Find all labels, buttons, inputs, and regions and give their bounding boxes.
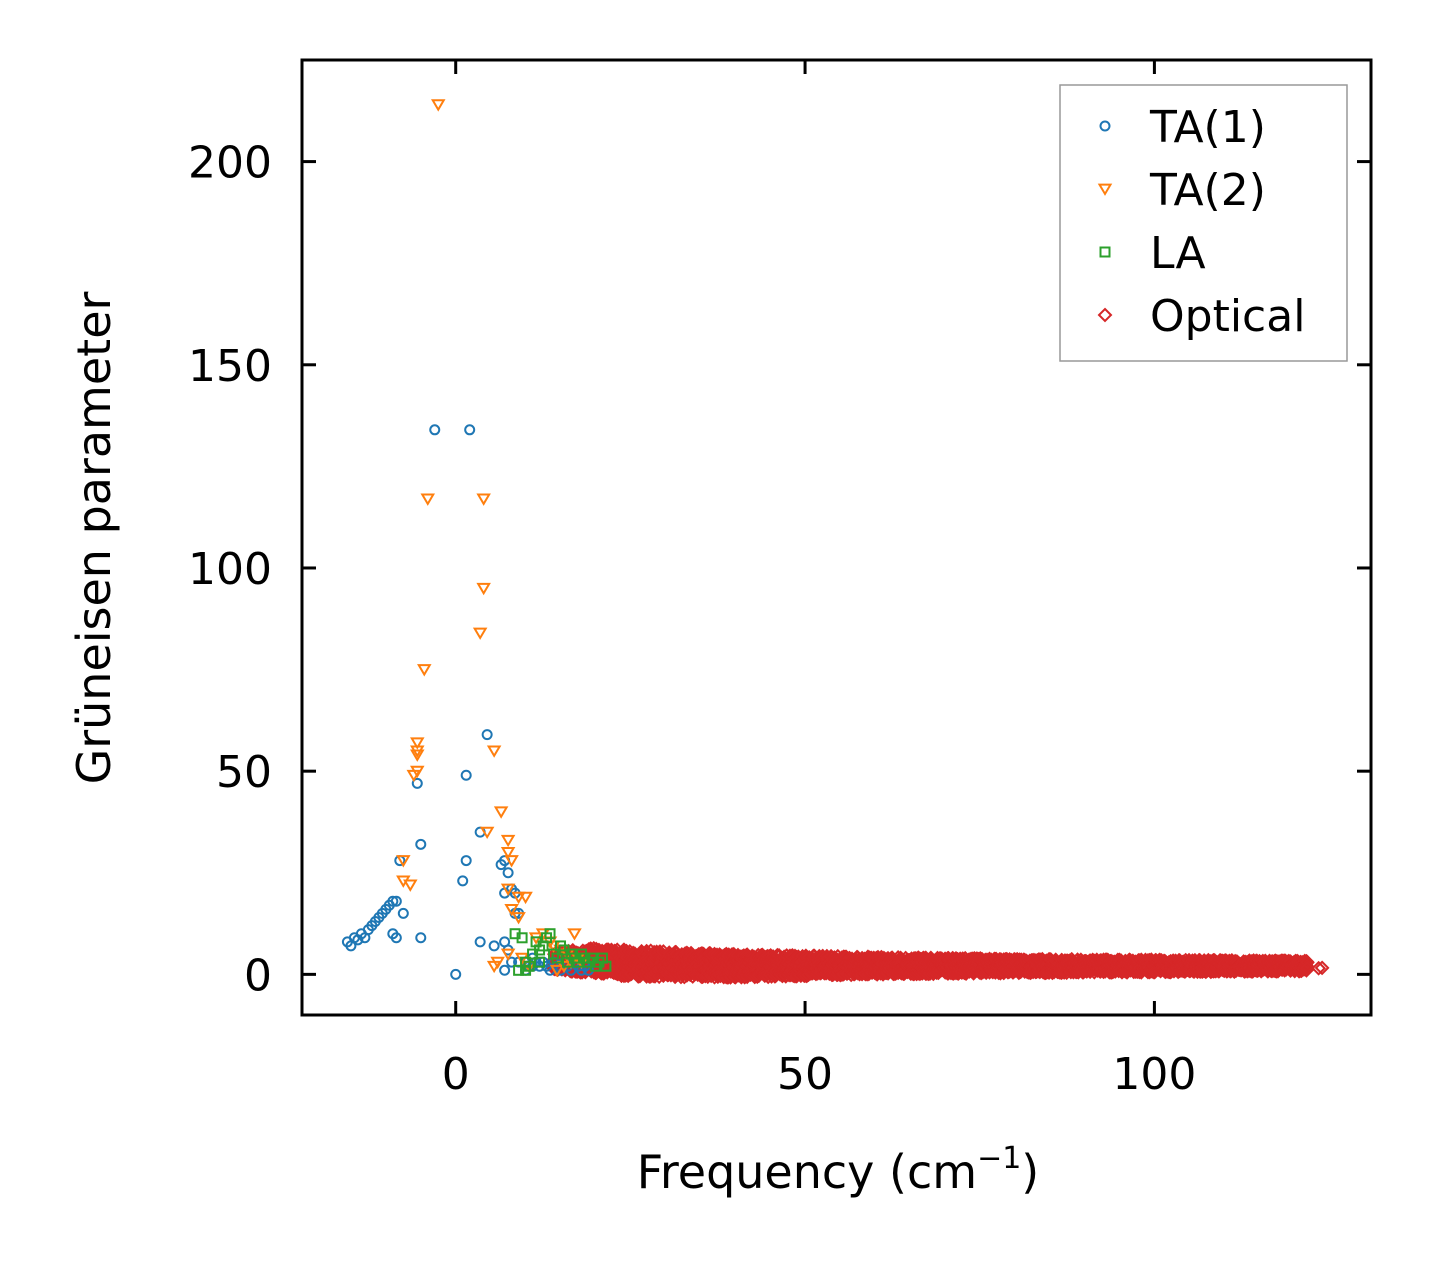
- ta-1--point: [397, 907, 409, 919]
- ta-1--point: [506, 956, 518, 968]
- ta-2--point: [504, 903, 519, 917]
- y-axis-title: Grüneisen parameter: [67, 291, 121, 784]
- optical-point: [1314, 960, 1330, 976]
- ta-1--point: [464, 424, 476, 436]
- ta-2--point: [500, 847, 516, 860]
- series-la: [509, 928, 612, 976]
- ta-2--point: [500, 883, 516, 896]
- ta-2--point: [549, 964, 565, 978]
- legend-marker-ta-2-: [1097, 183, 1113, 196]
- ta-1--point: [450, 968, 462, 980]
- ta-2--point: [567, 928, 582, 941]
- ta-2--point: [500, 948, 516, 961]
- ta-2--point: [486, 745, 502, 758]
- la-point: [520, 964, 532, 976]
- ta-2--point: [493, 806, 509, 819]
- legend-marker-ta-1-: [1099, 120, 1111, 132]
- legend-entries: TA(1) TA(2) LA Optical: [1097, 102, 1305, 342]
- ta-1--point: [415, 932, 427, 944]
- ta-2--point: [430, 99, 446, 112]
- plot-frame: [300, 58, 1373, 1017]
- optical-point: [591, 942, 607, 958]
- ta-1--point: [457, 875, 469, 887]
- ta-2--point: [420, 493, 436, 506]
- ta-2--point: [476, 493, 491, 506]
- ta-2--point: [500, 834, 516, 848]
- legend-marker-optical: [1097, 307, 1113, 323]
- ta-2--point: [417, 664, 432, 677]
- la-point: [513, 964, 525, 976]
- ta-2--point: [504, 855, 519, 868]
- x-axis-title: Frequency (cm−1): [637, 1141, 1040, 1199]
- ta-1--point: [390, 932, 402, 944]
- x-tick-label: 0: [442, 1049, 470, 1100]
- la-point: [516, 932, 528, 944]
- legend-marker-la: [1099, 246, 1111, 258]
- ta-1--point: [387, 895, 399, 907]
- optical-point: [1299, 954, 1315, 970]
- ta-1--point: [488, 940, 500, 952]
- x-tick-label: 50: [777, 1049, 833, 1100]
- legend: TA(1) TA(2) LA Optical: [1059, 84, 1348, 362]
- y-tick-label: 200: [188, 138, 272, 189]
- legend-label-ta-2-: TA(2): [1149, 165, 1266, 216]
- x-axis-title-superscript: −1: [977, 1141, 1021, 1176]
- legend-frame: [1059, 84, 1348, 362]
- ta-2--point: [518, 891, 533, 905]
- y-tick-label: 100: [188, 544, 272, 595]
- y-tick-label: 150: [188, 341, 272, 392]
- ta-2--point: [403, 879, 418, 892]
- ta-1--point: [460, 855, 472, 867]
- ta-1--point: [429, 424, 441, 436]
- ta-1--point: [411, 777, 423, 789]
- optical-point: [1299, 961, 1315, 976]
- markers-layer: [341, 99, 1330, 985]
- ta-1--point: [499, 964, 511, 976]
- legend-label-optical: Optical: [1150, 291, 1305, 342]
- la-point: [551, 952, 563, 964]
- la-point: [534, 956, 546, 968]
- ta-1--point: [415, 838, 427, 850]
- legend-label-la: LA: [1150, 228, 1206, 279]
- ta-1--point: [481, 729, 493, 741]
- la-point: [600, 960, 612, 972]
- ticks-layer: 0 50 100 0 50 100 150 200: [188, 60, 1371, 1100]
- y-tick-label: 50: [216, 747, 272, 798]
- ta-2--point: [410, 749, 425, 762]
- ta-2--point: [410, 737, 425, 750]
- ta-1--point: [460, 769, 472, 781]
- ta-1--point: [474, 936, 486, 948]
- ta-2--point: [472, 627, 488, 640]
- x-tick-label: 100: [1112, 1049, 1196, 1100]
- ta-2--point: [476, 582, 491, 596]
- ta-2--point: [479, 826, 495, 840]
- x-axis-title-suffix: ): [1021, 1145, 1039, 1199]
- optical-point: [1311, 960, 1327, 976]
- ta-1--point: [502, 867, 514, 879]
- ta-2--point: [406, 769, 422, 783]
- ta-1--point: [390, 895, 402, 907]
- la-point: [544, 928, 556, 940]
- x-axis-title-main: Frequency (cm: [637, 1145, 977, 1199]
- ta-2--point: [511, 912, 526, 925]
- y-tick-label: 0: [244, 950, 272, 1001]
- ta-2--point: [396, 855, 411, 868]
- ta-2--point: [490, 956, 505, 970]
- legend-label-ta-1-: TA(1): [1149, 102, 1266, 153]
- ta-2--point: [511, 891, 526, 905]
